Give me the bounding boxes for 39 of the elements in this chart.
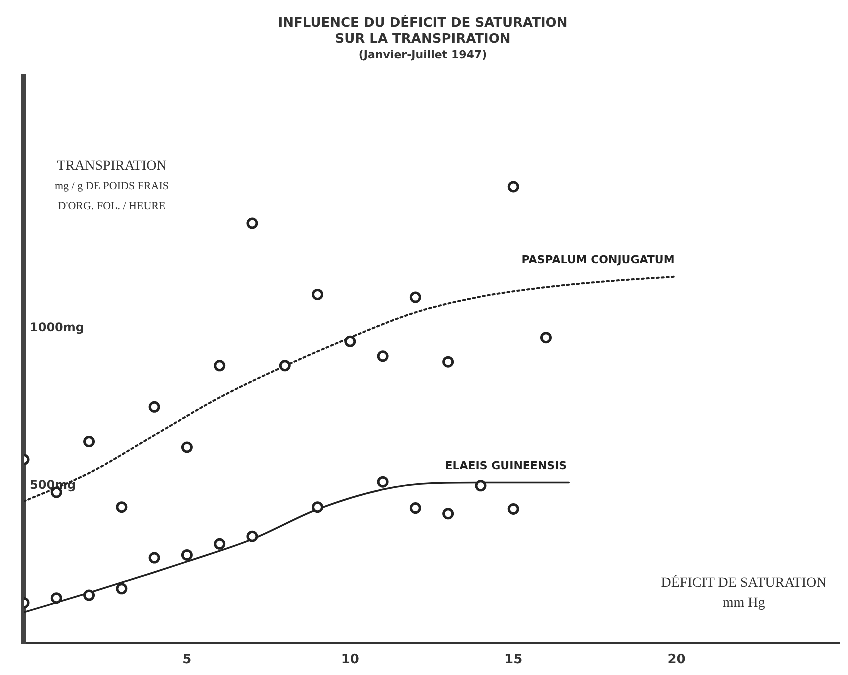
point [116, 502, 128, 514]
point [116, 583, 128, 595]
point [442, 356, 454, 368]
series-label: ELAEIS GUINEENSIS [445, 460, 568, 473]
point [148, 401, 160, 413]
point [246, 530, 258, 542]
chart-title: INFLUENCE DU DÉFICIT DE SATURATION SUR LA TRANSPIRATION [278, 14, 568, 47]
y-tick-label: 1000mg [30, 320, 84, 335]
line-series [24, 276, 678, 503]
point [279, 360, 291, 372]
point [214, 360, 226, 372]
point [377, 350, 389, 362]
point [508, 181, 520, 193]
point [181, 549, 193, 561]
point [214, 538, 226, 550]
point [84, 590, 96, 602]
point [246, 218, 258, 230]
point [148, 552, 160, 564]
x-tick-label: 10 [341, 652, 360, 668]
point [410, 292, 422, 304]
point [84, 436, 96, 448]
point [312, 502, 324, 514]
point [312, 288, 324, 300]
point [344, 336, 356, 348]
x-axis-title: DÉFICIT DE SATURATION mm Hg [661, 574, 827, 612]
series-label: PASPALUM CONJUGATUM [522, 254, 675, 267]
point [475, 480, 487, 492]
point [181, 442, 193, 454]
x-tick-label: 5 [182, 652, 192, 668]
point [377, 476, 389, 488]
point [540, 332, 552, 344]
x-tick-label: 15 [504, 652, 523, 668]
chart-subtitle: (Janvier-Juillet 1947) [358, 48, 488, 62]
point [50, 592, 62, 604]
point [410, 502, 422, 514]
point [508, 503, 520, 515]
y-axis-title: TRANSPIRATION mg / g DE POIDS FRAIS D'ORG. FOL. / HEURE [55, 159, 169, 212]
x-tick-label: 20 [668, 652, 686, 668]
point [442, 508, 454, 520]
